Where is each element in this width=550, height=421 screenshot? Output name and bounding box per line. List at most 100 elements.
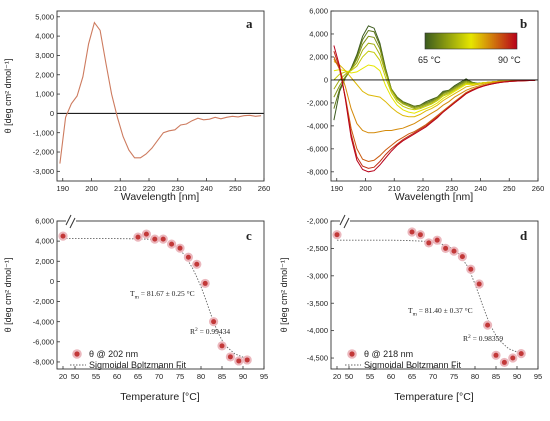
panel-c: 20 50 55 60 65 70 75 80 85 90 95 -8,000 -6,000 -4,00… <box>3 214 268 403</box>
panel-b-frame <box>330 10 539 182</box>
panel-d-legend: θ @ 218 nm Sigmoidal Boltzmann Fit <box>345 349 462 370</box>
panel-d-axis-break <box>339 214 350 229</box>
panel-d-r2-annotation: R2 = 0.98359 <box>463 334 503 343</box>
panel-a-x-tick-label: 210 <box>114 184 127 193</box>
panel-d-y-tick-label: -2,000 <box>307 217 328 226</box>
panel-c-data-point <box>60 233 66 239</box>
panel-a: 190 200 210 220 230 240 250 260 -3,000 -2,000 -1,… <box>3 10 271 203</box>
panel-d-x-tick-label: 95 <box>534 372 542 381</box>
panel-a-x-tick-label: 260 <box>258 184 271 193</box>
panel-d-x-axis-title: Temperature [°C] <box>394 391 474 403</box>
panel-a-y-tick-label: 4,000 <box>35 32 54 41</box>
panel-a-y-tick-label: -3,000 <box>33 167 54 176</box>
panel-d-data-point <box>518 351 524 357</box>
panel-c-y-tick-label: -4,000 <box>33 317 54 326</box>
panel-c-y-tick-label: 4,000 <box>35 237 54 246</box>
panel-c-x-tick-label: 80 <box>197 372 205 381</box>
panel-d-data-point <box>426 240 432 246</box>
panel-b-colorbar-min-label: 65 °C <box>418 55 441 65</box>
panel-c-x-tick-label: 85 <box>218 372 226 381</box>
panel-c-data-point <box>152 236 158 242</box>
panel-a-marks <box>57 21 264 164</box>
panel-c-x-tick-label: 65 <box>134 372 142 381</box>
panel-d-data-point <box>493 352 499 358</box>
panel-a-series-line <box>59 21 262 164</box>
panel-b-x-tick-label: 240 <box>474 184 487 193</box>
panel-d-data-point <box>476 281 482 287</box>
panel-d-x-tick-label: 60 <box>387 372 395 381</box>
panel-d-marks <box>332 227 526 368</box>
panel-d-x-tick-label: 80 <box>471 372 479 381</box>
panel-b-series-line <box>333 51 536 169</box>
panel-b-colorbar: 65 °C 90 °C <box>418 32 521 65</box>
panel-c-y-axis-title: θ [deg cm² dmol⁻¹] <box>3 258 13 333</box>
panel-a-y-tick-label: 3,000 <box>35 51 54 60</box>
panel-c-data-point <box>194 261 200 267</box>
panel-d-x-tick-label: 85 <box>492 372 500 381</box>
panel-a-y-tick-label: -2,000 <box>33 148 54 157</box>
panel-b-y-tick-label: 4,000 <box>309 30 328 39</box>
panel-a-x-tick-label: 190 <box>56 184 69 193</box>
panel-c-x-tick-label: 20 <box>59 372 67 381</box>
panel-c-y-tick-label: 2,000 <box>35 257 54 266</box>
panel-b-x-axis-title: Wavelength [nm] <box>395 191 473 203</box>
panel-c-frame <box>56 220 265 370</box>
panel-b-y-tick-label: -6,000 <box>307 144 328 153</box>
panel-c-y-tick-label: 0 <box>50 277 54 286</box>
panel-d-data-point <box>434 237 440 243</box>
panel-b-y-ticks: -8,000 -6,000 -4,000 -2,000 0 2,000 4,000 6,000 <box>307 7 334 176</box>
panel-c-x-tick-label: 60 <box>113 372 121 381</box>
panel-c-letter: c <box>246 228 252 243</box>
panel-d-x-tick-label: 70 <box>429 372 437 381</box>
panel-a-y-tick-label: 1,000 <box>35 90 54 99</box>
panel-d-legend-data-label: θ @ 218 nm <box>364 349 413 359</box>
panel-a-x-axis-title: Wavelength [nm] <box>121 191 199 203</box>
panel-c-data-point <box>169 241 175 247</box>
panel-a-x-tick-label: 240 <box>200 184 213 193</box>
panel-a-y-tick-label: 2,000 <box>35 70 54 79</box>
panel-d-data-point <box>409 229 415 235</box>
panel-a-x-tick-label: 250 <box>229 184 242 193</box>
panel-c-r2-annotation: R2 = 0.99434 <box>190 327 230 336</box>
panel-c-data-point <box>211 319 217 325</box>
panel-c-data-point <box>135 234 141 240</box>
panel-b-y-tick-label: 2,000 <box>309 53 328 62</box>
panel-b-x-tick-label: 200 <box>359 184 372 193</box>
panel-c-x-tick-label: 90 <box>239 372 247 381</box>
panel-a-x-tick-label: 220 <box>143 184 156 193</box>
panel-d-frame <box>330 220 539 370</box>
panel-b-x-tick-label: 250 <box>503 184 516 193</box>
panel-c-legend: θ @ 202 nm Sigmoidal Boltzmann Fit <box>70 349 187 370</box>
panel-c-legend-data-label: θ @ 202 nm <box>89 349 138 359</box>
panel-c-legend-marker <box>74 351 80 357</box>
panel-b-y-tick-label: -4,000 <box>307 121 328 130</box>
panel-c-data-point <box>219 343 225 349</box>
panel-b-x-tick-label: 260 <box>532 184 545 193</box>
panel-c-data-point <box>227 354 233 360</box>
panel-c-x-axis-title: Temperature [°C] <box>120 391 200 403</box>
panel-c-fit-curve <box>63 238 252 360</box>
panel-b-y-tick-label: 6,000 <box>309 7 328 16</box>
panel-b-y-tick-label: -2,000 <box>307 98 328 107</box>
panel-d-x-tick-label: 20 <box>333 372 341 381</box>
panel-c-y-tick-label: -6,000 <box>33 337 54 346</box>
panel-d-y-tick-label: -3,000 <box>307 271 328 280</box>
panel-c-marks <box>58 229 252 366</box>
panel-c-x-tick-label: 50 <box>71 372 79 381</box>
panel-c-axis-break <box>65 214 76 229</box>
panel-d-fit-curve <box>337 239 526 355</box>
panel-d-data-point <box>443 245 449 251</box>
panel-c-y-tick-label: -8,000 <box>33 358 54 367</box>
panel-b-colorbar-max-label: 90 °C <box>498 55 521 65</box>
panel-a-y-tick-label: 5,000 <box>35 12 54 21</box>
panel-c-data-point <box>177 245 183 251</box>
panel-c-data-point <box>244 357 250 363</box>
panel-b-y-tick-label: -8,000 <box>307 167 328 176</box>
panel-c-tm-annotation: Tm = 81.67 ± 0.25 °C <box>130 289 195 301</box>
panel-b-marks <box>331 25 538 173</box>
panel-c-x-tick-label: 55 <box>92 372 100 381</box>
panel-b-colorbar-gradient <box>424 32 518 50</box>
panel-c-data-point <box>236 358 242 364</box>
panel-b-series-line <box>333 45 536 173</box>
